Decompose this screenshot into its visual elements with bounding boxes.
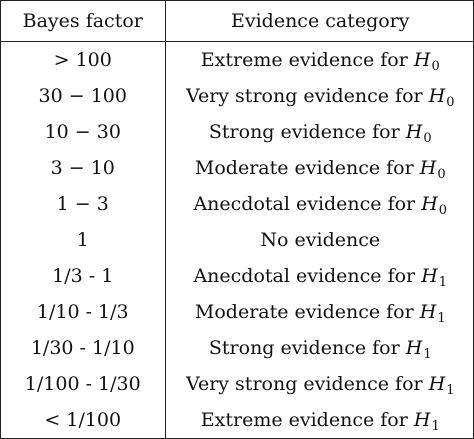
bayes-factor-cell: 10 − 30 [1, 114, 166, 150]
table-row: 3 − 10 Moderate evidence for H0 [1, 150, 474, 186]
hypothesis-symbol: H [419, 156, 437, 179]
hypothesis-subscript: 1 [431, 418, 440, 434]
evidence-cell: Very strong evidence for H0 [165, 78, 474, 114]
evidence-text: Extreme evidence for [200, 408, 408, 431]
table-row: 1/3 - 1 Anecdotal evidence for H1 [1, 258, 474, 294]
table-row: 1/10 - 1/3 Moderate evidence for H1 [1, 294, 474, 330]
table-row: 1 No evidence [1, 222, 474, 258]
evidence-cell: Strong evidence for H1 [165, 330, 474, 366]
hypothesis-subscript: 0 [446, 94, 455, 110]
evidence-text: Strong evidence for [208, 120, 400, 143]
table-row: < 1/100 Extreme evidence for H1 [1, 402, 474, 438]
header-row: Bayes factor Evidence category [1, 1, 474, 42]
evidence-text: Strong evidence for [208, 336, 400, 359]
evidence-text: Moderate evidence for [194, 300, 414, 323]
evidence-cell: Anecdotal evidence for H1 [165, 258, 474, 294]
bayes-factor-cell: 1 − 3 [1, 186, 166, 222]
header-bayes-factor: Bayes factor [1, 1, 166, 42]
table-row: 1/30 - 1/10 Strong evidence for H1 [1, 330, 474, 366]
evidence-text: Anecdotal evidence for [193, 192, 416, 215]
hypothesis-subscript: 0 [423, 130, 432, 146]
hypothesis-symbol: H [428, 372, 446, 395]
hypothesis-subscript: 0 [431, 58, 440, 74]
evidence-cell: Very strong evidence for H1 [165, 366, 474, 402]
evidence-cell: Extreme evidence for H1 [165, 402, 474, 438]
evidence-text: Very strong evidence for [185, 372, 423, 395]
evidence-text: Extreme evidence for [200, 48, 408, 71]
table-row: 1 − 3 Anecdotal evidence for H0 [1, 186, 474, 222]
hypothesis-subscript: 1 [437, 310, 446, 326]
table-row: 30 − 100 Very strong evidence for H0 [1, 78, 474, 114]
bayes-factor-cell: 1/100 - 1/30 [1, 366, 166, 402]
hypothesis-subscript: 0 [438, 202, 448, 218]
hypothesis-symbol: H [405, 336, 423, 359]
bayes-factor-cell: 30 − 100 [1, 78, 166, 114]
bayes-factor-cell: 1/10 - 1/3 [1, 294, 166, 330]
bayes-factor-cell: 1/30 - 1/10 [1, 330, 166, 366]
evidence-text: Anecdotal evidence for [193, 264, 416, 287]
evidence-cell: Extreme evidence for H0 [165, 42, 474, 79]
hypothesis-subscript: 1 [446, 382, 455, 398]
evidence-cell: Anecdotal evidence for H0 [165, 186, 474, 222]
bayes-factor-cell: 1 [1, 222, 166, 258]
bayes-factor-cell: < 1/100 [1, 402, 166, 438]
evidence-cell: Strong evidence for H0 [165, 114, 474, 150]
hypothesis-symbol: H [405, 120, 423, 143]
table-row: > 100 Extreme evidence for H0 [1, 41, 474, 79]
evidence-cell: Moderate evidence for H0 [165, 150, 474, 186]
evidence-text: Moderate evidence for [194, 156, 414, 179]
hypothesis-symbol: H [428, 84, 446, 107]
evidence-cell: No evidence [165, 222, 474, 258]
table-row: 1/100 - 1/30 Very strong evidence for H1 [1, 366, 474, 402]
bayes-factor-cell: > 100 [1, 41, 166, 78]
bayes-factor-cell: 1/3 - 1 [1, 258, 166, 294]
header-evidence-category: Evidence category [165, 1, 474, 42]
evidence-cell: Moderate evidence for H1 [165, 294, 474, 330]
hypothesis-symbol: H [421, 264, 438, 287]
hypothesis-symbol: H [413, 48, 431, 71]
hypothesis-subscript: 1 [438, 274, 448, 290]
bayes-factor-cell: 3 − 10 [1, 150, 166, 186]
hypothesis-subscript: 0 [437, 166, 446, 182]
hypothesis-symbol: H [419, 300, 437, 323]
hypothesis-subscript: 1 [423, 346, 432, 362]
evidence-text: No evidence [260, 228, 381, 251]
hypothesis-symbol: H [413, 408, 431, 431]
evidence-text: Very strong evidence for [185, 84, 423, 107]
hypothesis-symbol: H [421, 192, 438, 215]
table-row: 10 − 30 Strong evidence for H0 [1, 114, 474, 150]
